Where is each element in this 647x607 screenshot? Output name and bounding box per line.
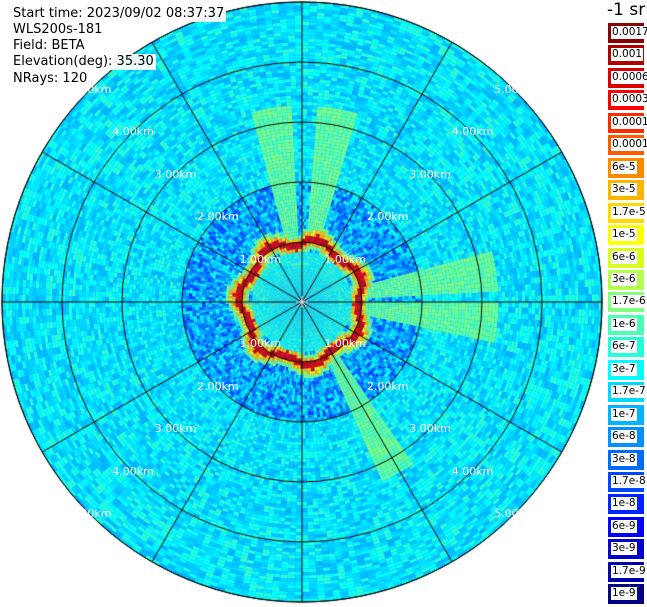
colorbar-cell: 6e-5 [607, 156, 645, 179]
colorbar-cell: 3e-5 [607, 179, 645, 202]
colorbar-label: 3e-9 [611, 542, 637, 556]
ring-label: 2.00km [366, 210, 409, 224]
colorbar-cell: 1.7e-7 [607, 381, 647, 404]
colorbar-label: 6e-6 [611, 250, 637, 264]
colorbar-cell: 0.001 [607, 44, 645, 67]
colorbar-label: 6e-8 [611, 430, 637, 444]
colorbar-label: 1.7e-6 [611, 295, 647, 309]
colorbar-label: 1e-9 [611, 587, 637, 601]
colorbar-cell: 0.0006 [607, 66, 647, 89]
colorbar-label: 1e-7 [611, 407, 637, 421]
ring-label: 5.00km [69, 507, 112, 521]
colorbar-title: -1 sr [607, 0, 646, 20]
colorbar-cell: 0.0001 [607, 134, 647, 157]
colorbar-cell: 0.0003 [607, 89, 647, 112]
colorbar-cell: 1e-6 [607, 313, 645, 336]
ring-label: 4.00km [451, 464, 494, 478]
ring-label: 5.00km [69, 82, 112, 96]
colorbar-label: 6e-5 [611, 160, 637, 174]
colorbar-cell: 0.0017 [607, 22, 647, 44]
colorbar-label: 6e-9 [611, 519, 637, 533]
colorbar-label: 1.7e-7 [611, 385, 647, 399]
colorbar-cell: 6e-8 [607, 426, 645, 449]
colorbar-label: 1.7e-9 [611, 564, 647, 578]
colorbar-cell: 1e-7 [607, 403, 645, 426]
colorbar-label: 1e-5 [611, 228, 637, 242]
start-time-label: Start time: 2023/09/02 08:37:37 [11, 6, 227, 22]
colorbar-cell: 1e-9 [607, 583, 645, 606]
colorbar-label: 0.00017 [611, 115, 647, 129]
colorbar-label: 0.0003 [611, 93, 647, 107]
colorbar-label: 0.0001 [611, 138, 647, 152]
ring-label: 1.00km [324, 252, 366, 266]
colorbar-cell: 6e-7 [607, 336, 645, 359]
ring-label: 2.00km [197, 379, 239, 393]
colorbar-label: 6e-7 [611, 340, 637, 354]
colorbar-label: 3e-6 [611, 272, 637, 286]
field-label: Field: BETA [11, 38, 87, 54]
colorbar-label: 3e-8 [611, 452, 637, 466]
ring-label: 1.00km [324, 337, 366, 351]
colorbar-label: 3e-7 [611, 362, 637, 376]
colorbar-cell: 1.7e-6 [607, 291, 647, 314]
colorbar-cell: 1.7e-5 [607, 201, 647, 224]
device-label: WLS200s-181 [11, 22, 105, 38]
ring-label: 1.00km [239, 252, 282, 266]
colorbar-label: 1e-8 [611, 497, 637, 511]
colorbar-cell: 0.00017 [607, 111, 647, 134]
colorbar-label: 0.001 [611, 48, 644, 62]
colorbar-cell: 3e-8 [607, 448, 645, 471]
colorbar-cell: 6e-9 [607, 515, 645, 538]
colorbar-cell: 1.7e-8 [607, 471, 647, 493]
ring-label: 2.00km [197, 210, 239, 224]
ring-label: 3.00km [409, 167, 451, 181]
colorbar-cell: 3e-9 [607, 538, 645, 561]
ring-label: 4.00km [451, 125, 494, 139]
colorbar-label: 1.7e-5 [611, 205, 647, 219]
colorbar-label: 3e-5 [611, 183, 637, 197]
colorbar-cell: 3e-6 [607, 268, 645, 291]
elevation-label: Elevation(deg): 35.30 [11, 54, 156, 70]
ring-label: 5.00km [494, 82, 536, 96]
ring-label: 4.00km [112, 464, 154, 478]
colorbar-cell: 1.7e-9 [607, 560, 647, 583]
ring-label: 1.00km [239, 337, 282, 351]
ring-label: 3.00km [154, 422, 197, 436]
colorbar-label: 1e-6 [611, 317, 637, 331]
colorbar-label: 0.0017 [611, 26, 647, 39]
colorbar-cell: 6e-6 [607, 246, 645, 269]
ring-label: 2.00km [366, 379, 409, 393]
ring-label: 3.00km [409, 422, 451, 436]
nrays-label: NRays: 120 [11, 71, 90, 87]
colorbar-label: 1.7e-8 [611, 475, 647, 488]
colorbar-cell: 3e-7 [607, 358, 645, 381]
colorbar-cell: 1e-8 [607, 493, 645, 516]
colorbar-cell: 1e-5 [607, 224, 645, 247]
ring-label: 5.00km [494, 507, 536, 521]
colorbar-label: 0.0006 [611, 70, 647, 84]
ring-label: 3.00km [154, 167, 197, 181]
ring-label: 4.00km [112, 125, 154, 139]
